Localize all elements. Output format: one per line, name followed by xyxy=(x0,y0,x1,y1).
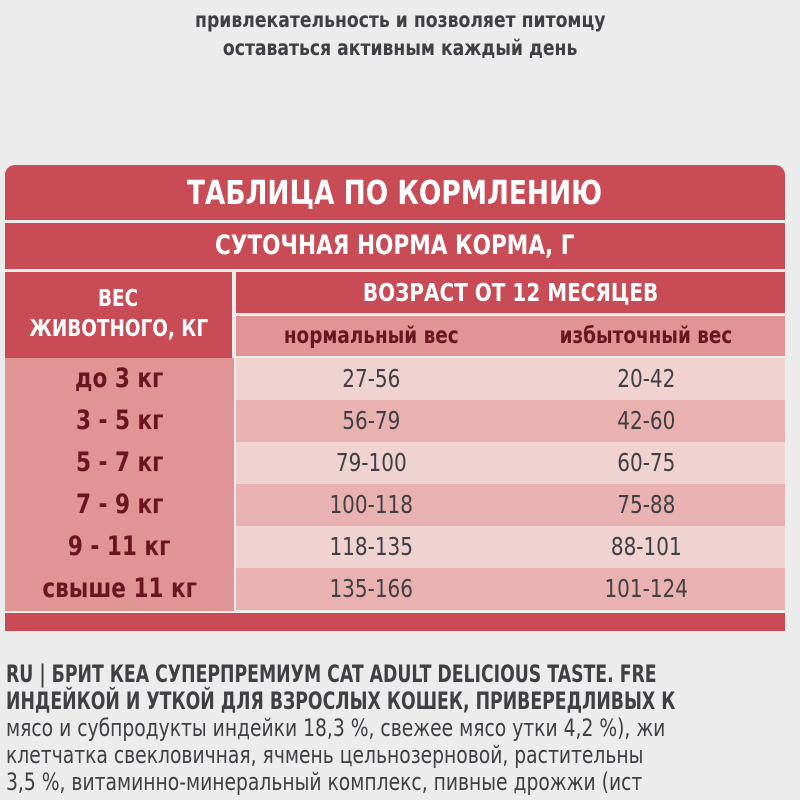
overweight-cell: 75-88 xyxy=(616,490,676,519)
weight-column-bg xyxy=(5,358,234,611)
weight-header: ВЕС ЖИВОТНОГО, КГ xyxy=(5,272,232,358)
table-row: 7 - 9 кг 100-118 75-88 xyxy=(5,484,785,526)
weight-cell: 5 - 7 кг xyxy=(75,447,164,478)
footer-line: ИНДЕЙКОЙ И УТКОЙ ДЛЯ ВЗРОСЛЫХ КОШЕК, ПРИ… xyxy=(6,687,676,715)
column-overweight: избыточный вес xyxy=(559,323,733,349)
table-row: до 3 кг 27-56 20-42 xyxy=(5,358,785,400)
overweight-cell: 42-60 xyxy=(616,406,676,435)
table-row: свыше 11 кг 135-166 101-124 xyxy=(5,568,785,610)
row-bg xyxy=(236,568,785,610)
weight-cell: 9 - 11 кг xyxy=(68,531,171,562)
overweight-cell: 60-75 xyxy=(616,448,676,477)
row-bg xyxy=(236,484,785,526)
footer-line: 3,5 %, витаминно-минеральный комплекс, п… xyxy=(6,768,643,796)
footer-line: мясо и субпродукты индейки 18,3 %, свеже… xyxy=(6,714,666,742)
column-headers: нормальный вес избыточный вес xyxy=(236,316,785,356)
row-bg xyxy=(236,526,785,568)
overweight-cell: 88-101 xyxy=(610,532,682,561)
table-row: 9 - 11 кг 118-135 88-101 xyxy=(5,526,785,568)
age-header: ВОЗРАСТ ОТ 12 МЕСЯЦЕВ xyxy=(236,272,785,313)
feeding-table: ТАБЛИЦА ПО КОРМЛЕНИЮ СУТОЧНАЯ НОРМА КОРМ… xyxy=(5,165,785,631)
row-bg xyxy=(236,400,785,442)
normal-weight-cell: 79-100 xyxy=(335,448,407,477)
footer-line: клетчатка свекловичная, ячмень цельнозер… xyxy=(6,741,644,769)
row-bg xyxy=(236,358,785,400)
weight-cell: 3 - 5 кг xyxy=(75,405,164,436)
table-row: 5 - 7 кг 79-100 60-75 xyxy=(5,442,785,484)
normal-weight-cell: 27-56 xyxy=(341,364,401,393)
column-normal-weight: нормальный вес xyxy=(283,323,459,349)
normal-weight-cell: 100-118 xyxy=(329,490,413,519)
normal-weight-cell: 56-79 xyxy=(341,406,401,435)
intro-line: оставаться активным каждый день xyxy=(222,36,578,60)
row-bg xyxy=(236,442,785,484)
weight-cell: до 3 кг xyxy=(75,363,164,394)
table-title: ТАБЛИЦА ПО КОРМЛЕНИЮ xyxy=(5,165,785,220)
footer-line: RU | БРИТ КЕА СУПЕРПРЕМИУМ CAT ADULT DEL… xyxy=(6,660,657,688)
table-subtitle: СУТОЧНАЯ НОРМА КОРМА, Г xyxy=(5,223,785,269)
overweight-cell: 101-124 xyxy=(604,574,688,603)
overweight-cell: 20-42 xyxy=(616,364,676,393)
table-row: 3 - 5 кг 56-79 42-60 xyxy=(5,400,785,442)
weight-cell: 7 - 9 кг xyxy=(75,489,164,520)
intro-line: привлекательность и позволяет питомцу xyxy=(194,8,606,32)
table-bottom-bar xyxy=(5,613,785,631)
normal-weight-cell: 118-135 xyxy=(329,532,413,561)
weight-cell: свыше 11 кг xyxy=(42,573,197,604)
normal-weight-cell: 135-166 xyxy=(329,574,413,603)
